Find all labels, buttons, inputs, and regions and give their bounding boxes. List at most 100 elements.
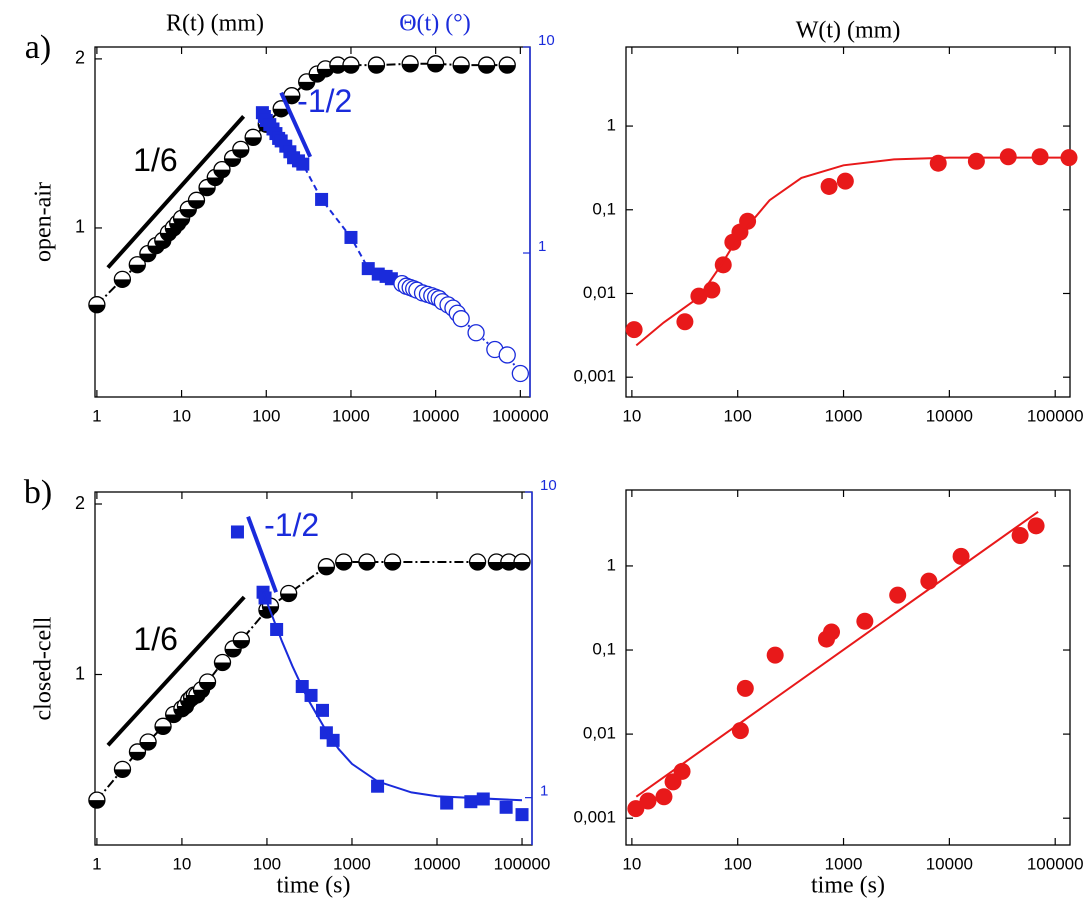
point <box>468 553 487 571</box>
point <box>967 152 985 170</box>
slope-label: -1/2 <box>297 83 352 119</box>
point-half <box>427 63 444 72</box>
point-half <box>500 561 517 570</box>
x-tick-label: 1 <box>92 406 101 425</box>
y-tick-label: 0,001 <box>573 808 616 827</box>
x-tick-label: 10000 <box>413 854 460 873</box>
point <box>655 788 673 806</box>
point-half <box>488 561 505 570</box>
point <box>315 192 329 206</box>
y2-tick-label: 1 <box>540 783 548 800</box>
x-axis-label: time (s) <box>811 873 885 899</box>
point <box>244 128 262 146</box>
x-tick-label: 100 <box>724 406 752 425</box>
point <box>739 212 757 230</box>
panel-label: a) <box>25 29 51 66</box>
point <box>820 177 838 195</box>
point-half <box>88 304 105 313</box>
y-tick-label: 0,01 <box>583 724 616 743</box>
point-half <box>478 65 495 74</box>
point-half <box>384 561 401 570</box>
point-half <box>273 108 290 117</box>
point-half <box>129 264 146 273</box>
y-tick-label: 2 <box>75 493 85 513</box>
point <box>1011 527 1029 545</box>
y-tick-label: 1 <box>607 555 616 574</box>
y-tick-label: 2 <box>75 48 85 68</box>
x-tick-label: 1000 <box>825 854 863 873</box>
point <box>499 800 513 814</box>
point <box>477 56 496 74</box>
point-half <box>318 566 335 575</box>
x-tick-label: 10 <box>172 406 191 425</box>
slope-guide <box>279 91 313 158</box>
point <box>128 743 147 761</box>
y2-tick-label: 1 <box>538 238 546 255</box>
series-line <box>262 591 523 802</box>
point-half <box>139 253 156 262</box>
point <box>317 558 336 576</box>
slope-label: 1/6 <box>133 142 177 178</box>
point-half <box>140 742 157 751</box>
point <box>88 296 106 314</box>
x-tick-label: 100 <box>252 406 280 425</box>
point-half <box>165 714 182 723</box>
point-half <box>199 187 216 196</box>
x-tick-label: 10000 <box>926 406 973 425</box>
point <box>736 679 754 697</box>
x-tick-label: 10 <box>172 854 191 873</box>
point <box>88 791 106 809</box>
x-tick-label: 10000 <box>926 854 973 873</box>
point <box>731 722 749 740</box>
point <box>952 547 970 565</box>
point <box>703 281 721 299</box>
point <box>452 310 470 328</box>
point <box>283 87 301 105</box>
point <box>232 631 251 649</box>
point <box>766 646 784 664</box>
point-half <box>342 65 359 74</box>
point <box>139 733 157 751</box>
x-tick-label: 100000 <box>494 854 551 873</box>
x-axis-label: time (s) <box>277 873 351 899</box>
slope-guide <box>246 516 278 593</box>
point-half <box>298 81 315 90</box>
point <box>1027 517 1045 535</box>
point-half <box>224 158 241 167</box>
point <box>113 270 132 288</box>
point-half <box>173 218 190 227</box>
point-half <box>283 95 300 104</box>
y-tick-label: 1 <box>75 217 85 237</box>
x-tick-label: 1000 <box>332 406 370 425</box>
series-line <box>635 156 1068 347</box>
y2-tick-label: 10 <box>540 477 557 494</box>
point <box>511 364 529 383</box>
y-tick-label: 0,001 <box>573 367 616 386</box>
point <box>335 553 353 571</box>
point <box>361 262 375 276</box>
y-axis-label: open-air <box>31 182 57 262</box>
y-tick-label: 1 <box>75 663 85 683</box>
panel-label: b) <box>24 474 52 511</box>
point-half <box>245 137 262 146</box>
point-half <box>180 209 197 218</box>
y2-tick-label: 10 <box>538 32 555 49</box>
point-half <box>155 726 172 735</box>
point <box>344 230 358 244</box>
x-tick-label: 100 <box>724 854 752 873</box>
point <box>213 161 231 179</box>
point <box>367 56 386 74</box>
point <box>342 56 360 74</box>
point-half <box>199 681 216 690</box>
series-line <box>96 561 522 801</box>
point <box>383 553 402 571</box>
point-half <box>214 662 231 671</box>
slope-label: -1/2 <box>264 507 319 543</box>
point <box>889 586 907 604</box>
x-tick-label: 1 <box>92 854 101 873</box>
point-half <box>514 561 531 570</box>
y-tick-label: 0,1 <box>592 199 616 218</box>
point <box>639 792 657 810</box>
axis-title: W(t) (mm) <box>796 18 901 44</box>
slope-guide <box>106 115 246 269</box>
